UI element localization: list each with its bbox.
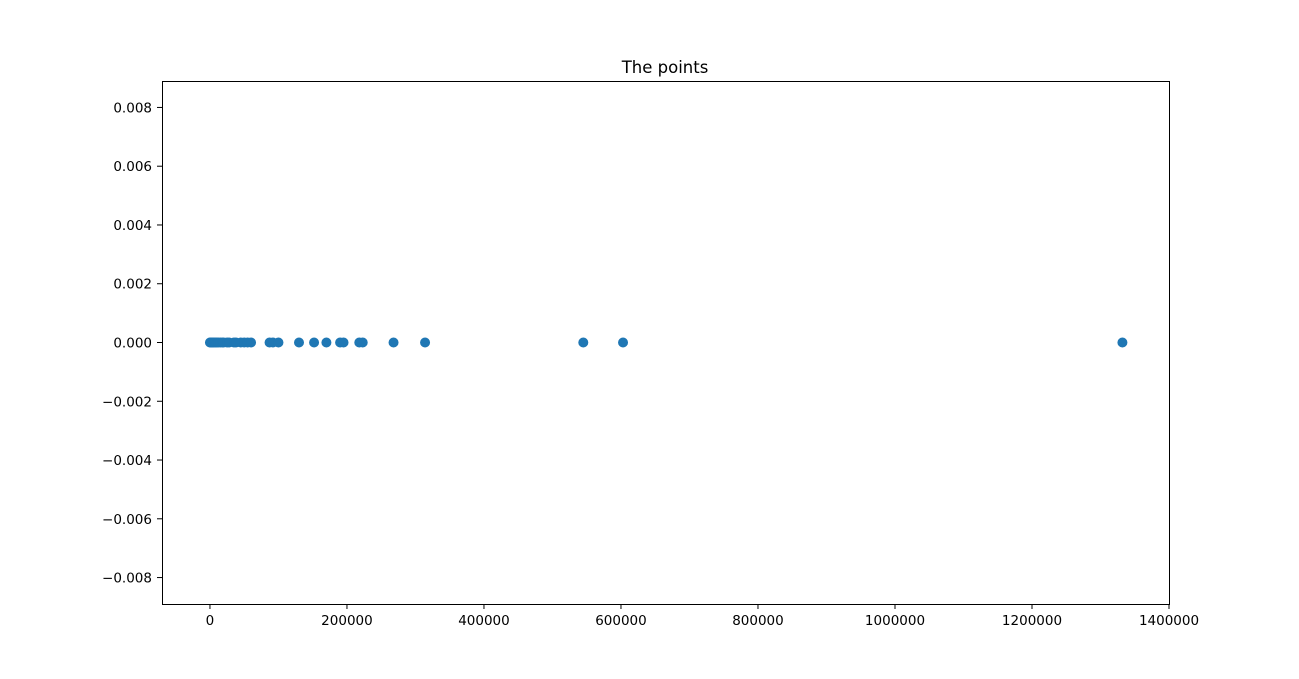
- plot-frame: [162, 81, 1170, 605]
- x-tick-label: 600000: [595, 613, 647, 629]
- data-point: [338, 337, 349, 348]
- x-tick-label: 0: [206, 613, 215, 629]
- data-point: [246, 337, 257, 348]
- data-point: [321, 337, 332, 348]
- points-layer: [204, 337, 1128, 348]
- data-point: [618, 337, 629, 348]
- x-tick-label: 800000: [732, 613, 784, 629]
- data-point: [578, 337, 589, 348]
- x-tick-label: 1200000: [1002, 613, 1062, 629]
- x-tick-label: 1000000: [865, 613, 925, 629]
- data-point: [357, 337, 368, 348]
- data-point: [1117, 337, 1128, 348]
- x-tick-label: 400000: [458, 613, 510, 629]
- y-tick-label: −0.008: [102, 571, 152, 587]
- x-axis: 0 200000 400000 600000 800000 1000000 1200000 1…: [206, 604, 1199, 629]
- y-tick-label: 0.004: [113, 218, 152, 234]
- chart-title: The points: [621, 58, 709, 77]
- x-tick-label: 1400000: [1139, 613, 1199, 629]
- data-point: [388, 337, 399, 348]
- x-tick-label: 200000: [321, 613, 373, 629]
- data-point: [273, 337, 284, 348]
- data-point: [294, 337, 305, 348]
- y-tick-label: 0.006: [113, 159, 152, 175]
- y-tick-label: −0.002: [102, 394, 152, 410]
- y-tick-label: 0.000: [113, 336, 152, 352]
- data-point: [309, 337, 320, 348]
- data-point: [420, 337, 431, 348]
- y-tick-label: −0.006: [102, 512, 152, 528]
- y-tick-label: 0.002: [113, 277, 152, 293]
- y-tick-label: −0.004: [102, 453, 152, 469]
- y-tick-label: 0.008: [113, 100, 152, 116]
- y-axis: 0.008 0.006 0.004 0.002 0.000 −0.002 −0.004 −0.…: [102, 100, 162, 587]
